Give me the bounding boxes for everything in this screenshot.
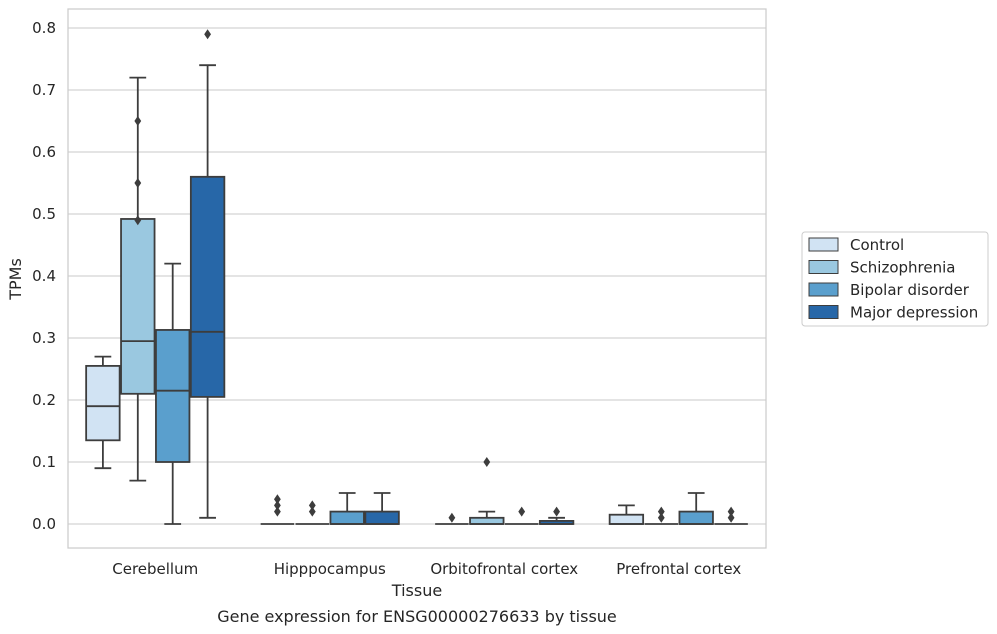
box-control — [608, 504, 645, 525]
y-tick-label: 0.7 — [32, 81, 56, 99]
box-iqr — [120, 218, 156, 395]
y-tick-label: 0.0 — [32, 515, 56, 533]
box-schizophrenia — [295, 500, 330, 525]
plot-area-frame — [67, 8, 767, 549]
box-iqr — [155, 329, 191, 463]
box-iqr — [608, 513, 645, 525]
box-iqr — [469, 516, 505, 525]
box-major-depression — [364, 492, 400, 525]
legend-frame — [801, 231, 989, 327]
y-tick-labels: 0.0 0.1 0.2 0.3 0.4 0.5 0.6 0.7 0.8 — [32, 19, 56, 533]
outlier-point — [274, 506, 281, 517]
box-major-depression — [714, 506, 748, 525]
outlier-point — [727, 506, 735, 517]
box-iqr — [329, 510, 365, 525]
box-schizophrenia — [469, 457, 505, 525]
y-tick-label: 0.2 — [32, 391, 56, 409]
x-tick-label: Prefrontal cortex — [616, 560, 741, 578]
outlier-point — [657, 512, 665, 523]
outlier-point — [518, 506, 526, 517]
outlier-point — [308, 506, 316, 517]
x-axis-title: Tissue — [391, 581, 442, 600]
legend-label: Schizophrenia — [850, 259, 955, 277]
y-tick-label: 0.6 — [32, 143, 56, 161]
y-tick-label: 0.1 — [32, 453, 56, 471]
legend-swatch — [808, 237, 839, 252]
box-bipolar-disorder — [504, 506, 539, 525]
outlier-point — [134, 215, 142, 226]
box-iqr — [678, 510, 714, 525]
outlier-point — [134, 178, 142, 188]
box-bipolar-disorder — [155, 262, 191, 525]
y-tick-label: 0.3 — [32, 329, 56, 347]
box-bipolar-disorder — [678, 492, 714, 525]
box-control — [85, 355, 121, 470]
legend-label: Bipolar disorder — [850, 281, 970, 299]
x-tick-label: Hipppocampus — [274, 560, 386, 578]
outlier-point — [204, 29, 211, 40]
box-control — [260, 494, 295, 525]
box-major-depression — [538, 506, 575, 525]
legend: Control Schizophrenia Bipolar disorder Majo… — [801, 231, 989, 327]
box-schizophrenia — [120, 76, 156, 482]
y-tick-label: 0.4 — [32, 267, 56, 285]
outlier-point — [727, 512, 735, 523]
x-tick-label: Orbitofrontal cortex — [430, 560, 578, 578]
legend-swatch — [808, 260, 839, 274]
y-tick-label: 0.8 — [32, 19, 56, 37]
box-major-depression — [189, 29, 226, 519]
x-tick-label: Cerebellum — [112, 560, 198, 578]
box-control — [435, 512, 469, 525]
chart-caption: Gene expression for ENSG00000276633 by t… — [217, 607, 617, 626]
legend-swatch — [808, 282, 839, 297]
outlier-point — [448, 512, 456, 523]
box-iqr — [364, 510, 400, 525]
y-axis-title: TPMs — [6, 258, 25, 301]
outlier-point — [274, 500, 281, 511]
outlier-point — [274, 494, 281, 505]
box-iqr — [189, 175, 226, 398]
box-series-group — [85, 29, 748, 525]
box-bipolar-disorder — [329, 492, 365, 525]
outlier-point — [553, 506, 560, 517]
box-iqr — [85, 364, 121, 442]
outlier-point — [483, 457, 491, 467]
legend-swatch — [808, 305, 839, 319]
legend-label: Control — [850, 236, 904, 254]
outlier-point — [657, 506, 665, 517]
y-tick-label: 0.5 — [32, 205, 56, 223]
box-schizophrenia — [644, 506, 679, 525]
outlier-point — [134, 116, 142, 126]
outlier-point — [308, 500, 316, 511]
legend-label: Major depression — [850, 304, 978, 322]
x-tick-labels: Cerebellum Hipppocampus Orbitofrontal cort… — [112, 560, 741, 578]
